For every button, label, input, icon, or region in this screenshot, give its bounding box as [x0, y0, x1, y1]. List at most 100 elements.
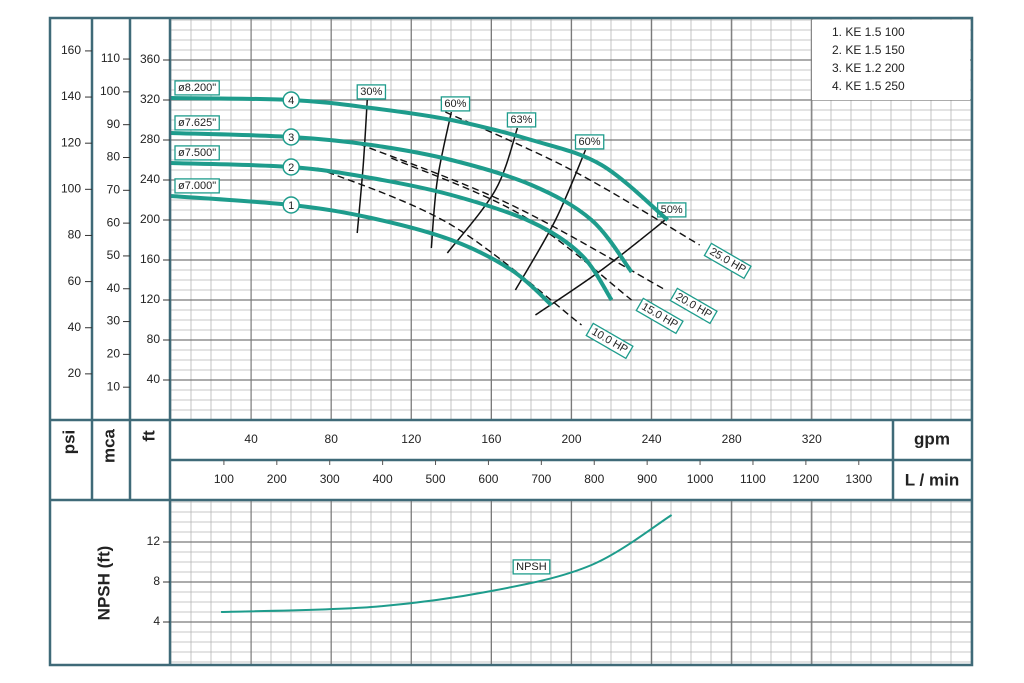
mca-tick-label: 20: [107, 347, 121, 361]
series-name-box: [174, 115, 220, 131]
efficiency-label-text: 60%: [444, 98, 466, 110]
gpm-title: gpm: [914, 429, 950, 448]
psi-tick-label: 100: [61, 181, 81, 195]
mca-title: mca: [99, 428, 118, 463]
lmin-title: L / min: [905, 470, 959, 489]
series-id-circle: [282, 196, 300, 214]
series-name-text: ø7.000": [178, 180, 216, 192]
series-id: 3: [288, 132, 294, 144]
series-id-circle: [282, 128, 300, 146]
lmin-tick-label: 400: [373, 472, 393, 486]
series-name-box: [174, 80, 220, 96]
lmin-tick-label: 200: [267, 472, 287, 486]
efficiency-label: 30%: [356, 84, 387, 100]
series-name: ø7.000": [174, 178, 220, 194]
efficiency-label-text: 30%: [360, 86, 382, 98]
series-id-circle: [282, 91, 300, 109]
lmin-tick-label: 600: [478, 472, 498, 486]
series-id: 4: [288, 95, 294, 107]
ft-tick-label: 320: [140, 92, 160, 106]
lmin-tick-label: 300: [320, 472, 340, 486]
mca-tick-label: 70: [107, 182, 121, 196]
npsh-title: NPSH (ft): [94, 546, 113, 621]
mca-tick-label: 10: [107, 379, 121, 393]
power-label-box: [585, 322, 634, 360]
ft-tick-label: 240: [140, 172, 160, 186]
legend: 1. KE 1.5 100 2. KE 1.5 150 3. KE 1.2 200 4…: [812, 20, 970, 100]
efficiency-label-box: [440, 96, 471, 112]
series-id: 2: [288, 162, 294, 174]
legend-box: [812, 20, 970, 100]
efficiency-line: [514, 149, 587, 291]
lmin-tick-label: 800: [584, 472, 604, 486]
efficiency-label: 60%: [440, 96, 471, 112]
lmin-tick-label: 1000: [687, 472, 714, 486]
psi-tick-label: 160: [61, 43, 81, 57]
efficiency-line: [356, 99, 368, 234]
grid: [170, 18, 972, 665]
efficiency-label-box: [506, 112, 537, 128]
lmin-tick-label: 700: [531, 472, 551, 486]
series-name-text: ø7.500": [178, 147, 216, 159]
legend-entry: 4. KE 1.5 250: [832, 79, 905, 93]
ft-tick-label: 160: [140, 252, 160, 266]
mca-tick-label: 60: [107, 215, 121, 229]
series-name-text: ø8.200": [178, 82, 216, 94]
legend-entry: 1. KE 1.5 100: [832, 25, 905, 39]
lmin-tick-label: 500: [426, 472, 446, 486]
efficiency-label: 63%: [506, 112, 537, 128]
x-tick-label: 120: [401, 432, 421, 446]
power-line: [316, 167, 582, 326]
power-label-box: [703, 242, 752, 280]
psi-tick-label: 60: [68, 274, 82, 288]
ft-title: ft: [139, 430, 158, 442]
mca-tick-label: 80: [107, 150, 121, 164]
x-tick-label: 200: [561, 432, 581, 446]
mca-tick-label: 110: [101, 51, 120, 65]
series-line: [170, 194, 553, 307]
efficiency-label: 60%: [574, 134, 605, 150]
ft-tick-label: 280: [140, 132, 160, 146]
power-label-box: [669, 287, 718, 325]
series-name: ø7.625": [174, 115, 220, 131]
lmin-tick-label: 100: [214, 472, 234, 486]
mca-tick-label: 30: [107, 314, 121, 328]
efficiency-label-text: 50%: [661, 204, 683, 216]
lmin-tick-label: 1200: [793, 472, 820, 486]
npsh-tick-label: 8: [153, 574, 160, 588]
mca-tick-label: 40: [107, 281, 121, 295]
x-tick-label: 320: [802, 432, 822, 446]
series-name-text: ø7.625": [178, 117, 216, 129]
power-label-box: [635, 297, 684, 335]
efficiency-label-box: [356, 84, 387, 100]
ft-tick-label: 40: [147, 372, 161, 386]
series-name-box: [174, 178, 220, 194]
x-tick-label: 80: [325, 432, 339, 446]
npsh-tick-label: 4: [153, 614, 160, 628]
psi-title: psi: [59, 430, 78, 455]
psi-tick-label: 120: [61, 135, 81, 149]
series-name: ø7.500": [174, 145, 220, 161]
series-id-circle: [282, 158, 300, 176]
efficiency-label-text: 60%: [579, 136, 601, 148]
x-tick-label: 40: [244, 432, 258, 446]
mca-tick-label: 90: [107, 117, 121, 131]
x-tick-label: 160: [481, 432, 501, 446]
legend-entry: 2. KE 1.5 150: [832, 43, 905, 57]
x-tick-label: 280: [722, 432, 742, 446]
npsh-tick-label: 12: [147, 534, 161, 548]
power-line: [390, 157, 633, 301]
ft-tick-label: 200: [140, 212, 160, 226]
series-name-box: [512, 559, 551, 575]
ft-tick-label: 80: [147, 332, 161, 346]
ft-tick-label: 120: [140, 292, 160, 306]
lmin-tick-label: 1100: [740, 472, 766, 486]
psi-tick-label: 140: [61, 89, 81, 103]
efficiency-label-box: [574, 134, 605, 150]
psi-tick-label: 40: [68, 320, 82, 334]
series-name-text: NPSH: [516, 561, 547, 573]
lmin-tick-label: 900: [637, 472, 657, 486]
psi-tick-label: 20: [68, 366, 82, 380]
